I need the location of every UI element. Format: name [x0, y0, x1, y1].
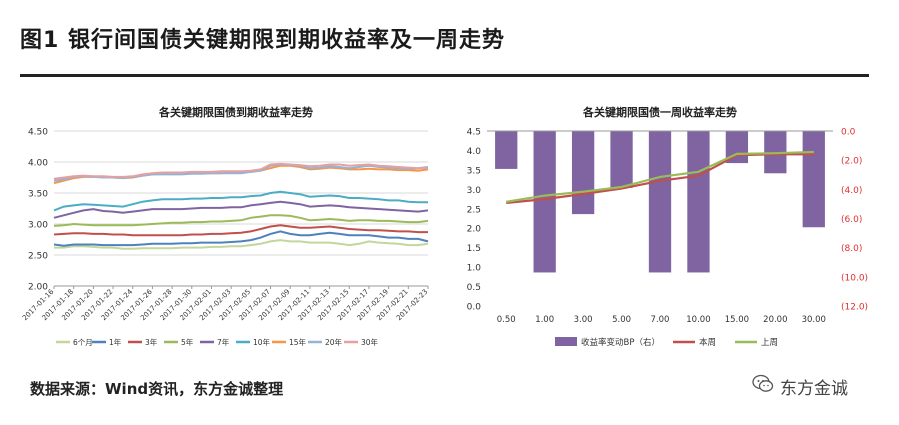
bp-change-bar — [610, 131, 633, 188]
x-category-label: 10.00 — [686, 315, 710, 325]
left-y-tick-label: 1.5 — [467, 244, 481, 254]
series-line — [53, 164, 429, 185]
left-y-tick-label: 0.0 — [467, 303, 482, 313]
left-y-tick-label: 2.5 — [467, 205, 481, 215]
legend-swatch — [555, 337, 577, 346]
series-line — [53, 200, 429, 219]
right-y-tick-label: (10.0) — [841, 273, 868, 283]
y-tick-label: 2.00 — [28, 283, 48, 293]
left-y-tick-label: 1.0 — [467, 264, 482, 274]
line-chart-panel: 各关键期限国债到期收益率走势 2.00 2.50 3.00 3.50 4.00 4.50 2… — [20, 96, 450, 356]
legend-label: 7年 — [217, 337, 230, 347]
legend-label: 30年 — [361, 337, 379, 347]
series-line — [54, 239, 429, 250]
series-line — [53, 230, 429, 247]
legend-label: 收益率变动BP（右） — [581, 337, 660, 348]
legend-label: 20年 — [325, 337, 343, 347]
x-category-label: 20.00 — [763, 315, 787, 325]
left-y-tick-label: 0.5 — [467, 283, 481, 293]
bp-change-bar — [495, 131, 518, 169]
legend-label: 6个月 — [73, 338, 93, 347]
legend-label: 5年 — [181, 337, 194, 347]
x-category-label: 1.00 — [535, 315, 554, 325]
legend-label: 上周 — [761, 338, 778, 348]
legend-label: 1年 — [109, 337, 122, 347]
left-y-tick-label: 4.0 — [467, 147, 482, 157]
bp-change-bar — [533, 131, 556, 273]
series-line — [53, 214, 429, 227]
y-tick-label: 3.50 — [28, 190, 48, 200]
right-y-tick-label: 0.0 — [841, 128, 856, 138]
yield-curve-line — [506, 153, 814, 204]
y-tick-label: 3.00 — [28, 221, 48, 231]
x-category-label: 0.50 — [497, 315, 516, 325]
series-line — [53, 162, 428, 180]
series-line — [53, 224, 428, 237]
bp-change-bar — [571, 131, 595, 215]
left-y-tick-label: 3.5 — [467, 166, 481, 176]
bp-change-bar — [687, 131, 710, 273]
left-y-tick-label: 2.0 — [467, 225, 482, 235]
right-y-tick-label: (4.0) — [841, 186, 862, 196]
y-tick-label: 2.50 — [28, 252, 48, 262]
legend-label: 15年 — [289, 337, 307, 347]
line-chart-title: 各关键期限国债到期收益率走势 — [159, 106, 313, 119]
x-category-label: 30.00 — [802, 315, 826, 325]
line-chart: 2.002.503.003.504.004.502017-01-162017-0… — [21, 128, 429, 348]
series-line — [53, 163, 429, 182]
legend-label: 本周 — [699, 337, 716, 348]
right-y-tick-label: (8.0) — [841, 244, 862, 254]
legend-label: 3年 — [145, 337, 158, 347]
bar-line-chart: 0.0 0.5 1.0 1.5 2.0 2.5 3.0 3.5 4.0 4.5 0.0 (2.0) (4… — [467, 128, 868, 349]
left-y-tick-label: 4.5 — [467, 128, 481, 138]
yield-curve-line — [506, 150, 814, 203]
left-y-tick-label: 3.0 — [467, 186, 482, 196]
wechat-icon — [752, 374, 774, 392]
brand-name: 东方金诚 — [780, 379, 848, 399]
legend-label: 10年 — [253, 337, 271, 347]
bp-change-bar — [648, 131, 672, 273]
right-y-tick-label: (6.0) — [841, 215, 862, 225]
x-category-label: 5.00 — [612, 315, 631, 325]
right-y-tick-label: (2.0) — [841, 157, 862, 167]
x-category-label: 3.00 — [574, 315, 593, 325]
series-line — [53, 190, 428, 212]
right-y-tick-label: (12.0) — [841, 303, 868, 313]
bp-change-bar — [802, 131, 825, 228]
figure-title: 图1 银行间国债关键期限到期收益率及一周走势 — [20, 28, 505, 53]
data-source: 数据来源：Wind资讯，东方金诚整理 — [30, 380, 284, 398]
bar-chart-panel: 各关键期限国债一周收益率走势 0.0 0.5 1.0 1.5 2.0 2.5 3.0 3.5 4… — [455, 96, 869, 356]
y-tick-label: 4.00 — [28, 159, 48, 169]
bar-chart-title: 各关键期限国债一周收益率走势 — [583, 106, 737, 119]
title-divider — [20, 74, 869, 77]
y-tick-label: 4.50 — [28, 128, 48, 138]
x-category-label: 15.00 — [725, 315, 749, 325]
x-category-label: 7.00 — [651, 315, 670, 325]
